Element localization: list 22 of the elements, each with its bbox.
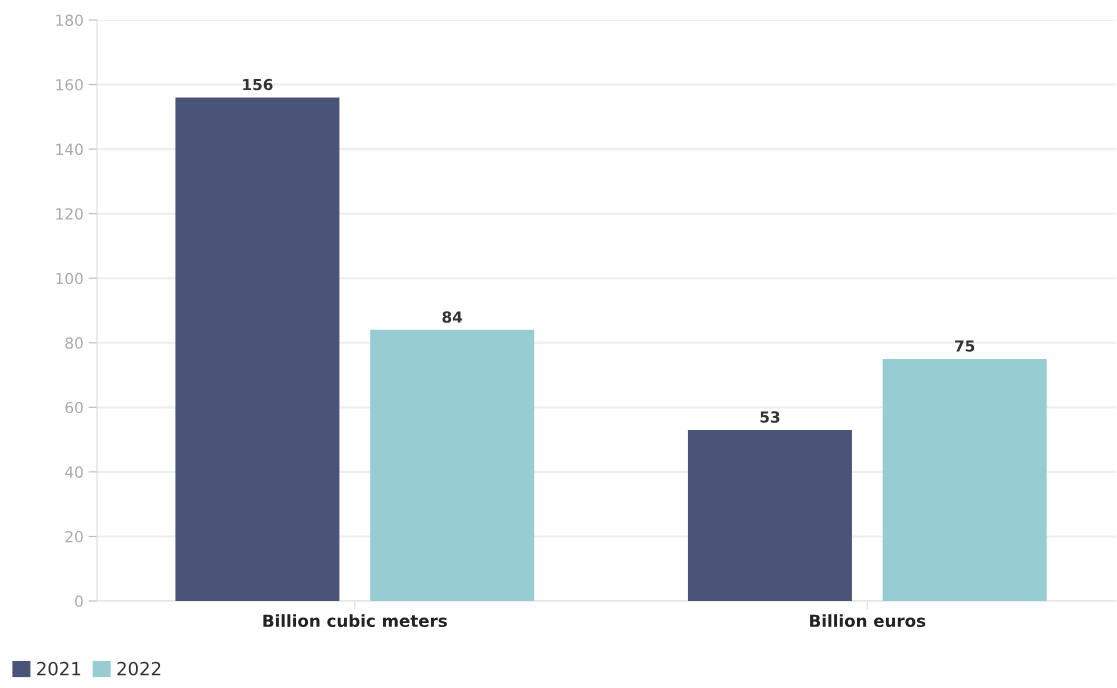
legend-label: 2022 [117, 661, 161, 676]
data-label: 75 [955, 340, 975, 352]
y-tick-label: 60 [65, 401, 83, 414]
y-tick-label: 100 [56, 272, 83, 285]
x-tick-label: Billion cubic meters [263, 614, 447, 628]
y-tick-label: 0 [75, 595, 83, 608]
y-tick-label: 80 [65, 337, 83, 349]
bar [687, 429, 852, 601]
bar [175, 97, 340, 601]
y-tick-label: 160 [56, 79, 83, 91]
data-label: 156 [243, 78, 273, 91]
y-tick-label: 20 [65, 530, 83, 543]
bar [370, 329, 535, 601]
y-tick-label: 140 [56, 143, 83, 156]
legend-label: 2021 [37, 661, 81, 676]
data-label: 53 [760, 411, 780, 423]
y-tick-label: 120 [56, 208, 83, 220]
bar [882, 358, 1047, 601]
x-tick-label: Billion euros [810, 614, 926, 628]
y-tick-label: 40 [65, 466, 83, 478]
y-tick-label: 180 [56, 14, 83, 27]
data-label: 84 [442, 311, 463, 323]
